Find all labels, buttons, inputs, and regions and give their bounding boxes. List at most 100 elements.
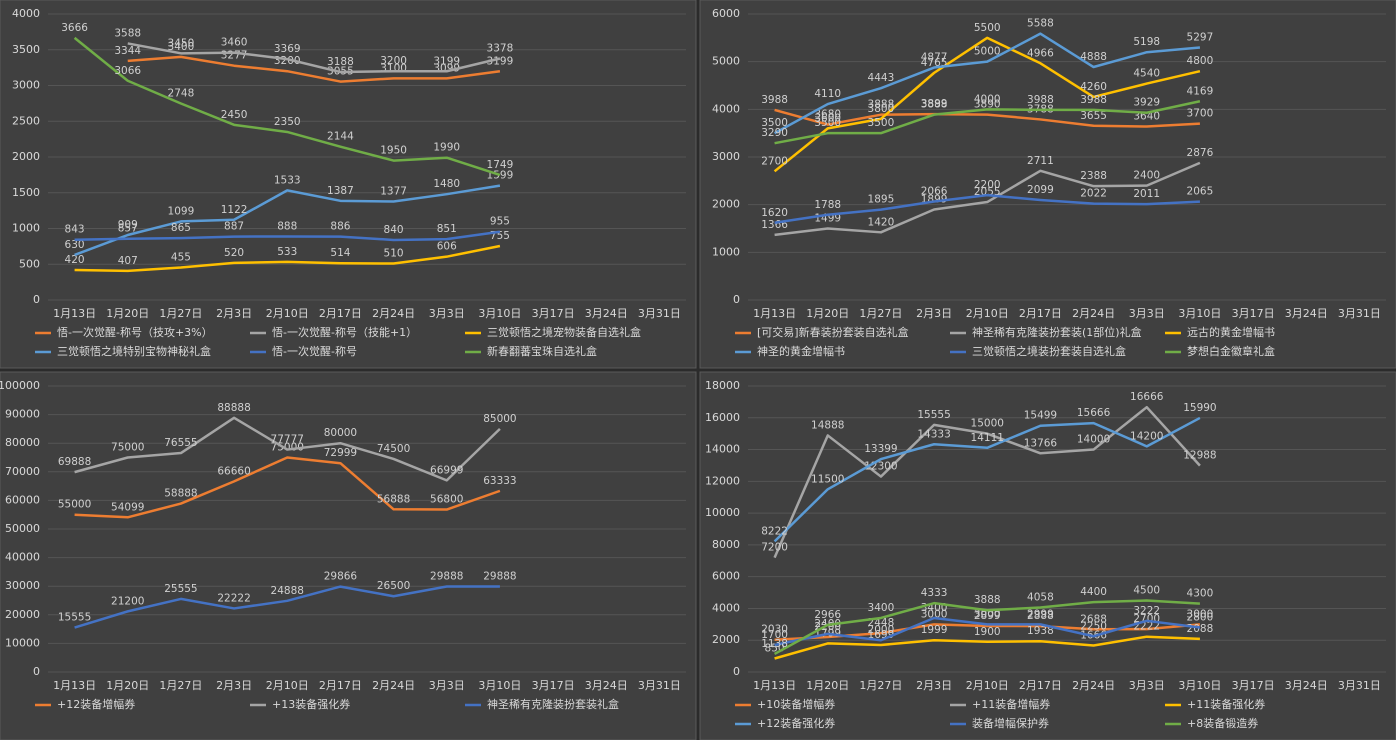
data-label: 2011 (1133, 188, 1160, 200)
x-tick-label: 2月3日 (916, 679, 952, 692)
data-label: 29888 (430, 571, 463, 583)
data-label: 3344 (114, 45, 141, 57)
data-label: 1990 (433, 142, 460, 154)
data-label: 420 (65, 254, 85, 266)
data-label: 5198 (1133, 36, 1160, 48)
data-label: 2066 (921, 186, 948, 198)
series-line (774, 100, 1201, 145)
x-tick-label: 2月17日 (319, 679, 362, 692)
legend-label: +13装备强化券 (272, 697, 350, 711)
data-label: 56800 (430, 494, 463, 506)
data-label: 2030 (761, 624, 788, 636)
data-label: 15499 (1024, 410, 1057, 422)
y-tick-label: 5000 (712, 55, 740, 68)
y-tick-label: 40000 (5, 551, 40, 564)
data-label: 29866 (324, 571, 358, 583)
x-tick-label: 2月24日 (1072, 307, 1115, 320)
data-label: 533 (277, 246, 297, 258)
x-tick-label: 2月17日 (1019, 679, 1062, 692)
x-tick-label: 3月3日 (429, 307, 465, 320)
y-tick-label: 2000 (12, 150, 40, 163)
data-label: 3000 (974, 608, 1001, 620)
data-label: 3000 (921, 608, 948, 620)
data-label: 2876 (1187, 147, 1214, 159)
data-label: 2688 (1080, 613, 1107, 625)
data-label: 3222 (1133, 605, 1160, 617)
y-tick-label: 70000 (5, 465, 40, 478)
y-tick-label: 3000 (712, 150, 740, 163)
data-label: 4333 (921, 587, 948, 599)
data-label: 12988 (1183, 450, 1216, 462)
series-line (74, 456, 501, 519)
data-label: 3400 (868, 602, 895, 614)
data-label: 4966 (1027, 47, 1054, 59)
legend-label: +11装备强化券 (1187, 697, 1265, 711)
data-label: 1099 (168, 205, 195, 217)
series-line (773, 405, 1201, 559)
series-line (774, 108, 1200, 128)
legend-label: 悟-一次觉醒-称号 (272, 344, 357, 358)
data-label: 4443 (868, 72, 895, 84)
data-label: 3680 (814, 109, 841, 121)
x-tick-label: 2月10日 (966, 679, 1009, 692)
data-label: 72999 (324, 447, 357, 459)
y-tick-label: 14000 (705, 443, 740, 456)
data-label: 1138 (761, 638, 788, 650)
y-tick-label: 18000 (705, 379, 740, 392)
data-label: 3450 (168, 37, 195, 49)
data-label: 2966 (814, 609, 841, 621)
y-tick-label: 4000 (12, 7, 40, 20)
data-label: 3200 (274, 55, 301, 67)
y-tick-label: 16000 (705, 411, 740, 424)
data-label: 76555 (164, 437, 197, 449)
data-label: 85000 (483, 413, 516, 425)
y-tick-label: 0 (733, 665, 740, 678)
data-label: 888 (277, 221, 297, 233)
data-label: 11500 (811, 473, 844, 485)
data-label: 25555 (164, 583, 197, 595)
data-label: 69888 (58, 456, 91, 468)
panel-background (699, 371, 1396, 740)
x-tick-label: 3月3日 (1129, 307, 1165, 320)
x-tick-label: 3月17日 (1232, 307, 1275, 320)
data-label: 1700 (761, 629, 788, 641)
y-tick-label: 1500 (12, 186, 40, 199)
data-label: 2400 (1133, 170, 1160, 182)
x-tick-label: 1月20日 (806, 679, 849, 692)
x-tick-label: 1月27日 (159, 307, 202, 320)
data-label: 407 (118, 255, 138, 267)
y-tick-label: 0 (33, 293, 40, 306)
series-line (773, 36, 1201, 173)
x-tick-label: 2月17日 (319, 307, 362, 320)
x-tick-label: 3月17日 (1232, 679, 1275, 692)
data-label: 14111 (971, 432, 1004, 444)
series-line (774, 161, 1201, 237)
data-label: 2099 (1027, 184, 1054, 196)
data-label: 4800 (1187, 55, 1214, 67)
data-label: 1788 (814, 199, 841, 211)
data-label: 4110 (814, 88, 841, 100)
data-label: 3460 (221, 37, 248, 49)
y-tick-label: 10000 (5, 636, 40, 649)
chart-panel: 0 500 1000 1500 2000 2500 3000 3500 4000 1月13日 1月2… (0, 0, 697, 369)
x-tick-label: 2月24日 (372, 679, 415, 692)
data-label: 4888 (1080, 51, 1107, 63)
data-label: 15555 (917, 409, 950, 421)
x-tick-label: 3月31日 (638, 307, 681, 320)
legend-label: 梦想白金徽章礼盒 (1187, 344, 1275, 358)
panel-background (0, 371, 697, 740)
x-tick-label: 3月31日 (1338, 679, 1381, 692)
data-label: 5297 (1187, 32, 1214, 44)
data-label: 3700 (1187, 108, 1214, 120)
data-label: 4260 (1080, 81, 1107, 93)
series-line (74, 230, 501, 242)
data-label: 3000 (1187, 608, 1214, 620)
data-label: 4540 (1133, 68, 1160, 80)
data-label: 3888 (974, 594, 1001, 606)
data-label: 2350 (274, 116, 301, 128)
legend-label: 三觉顿悟之境宠物装备自选礼盒 (487, 325, 641, 339)
chart-panel: 0 10000 20000 30000 40000 50000 60000 70000 8000… (0, 371, 697, 740)
y-tick-label: 0 (733, 293, 740, 306)
series-line (74, 184, 501, 257)
